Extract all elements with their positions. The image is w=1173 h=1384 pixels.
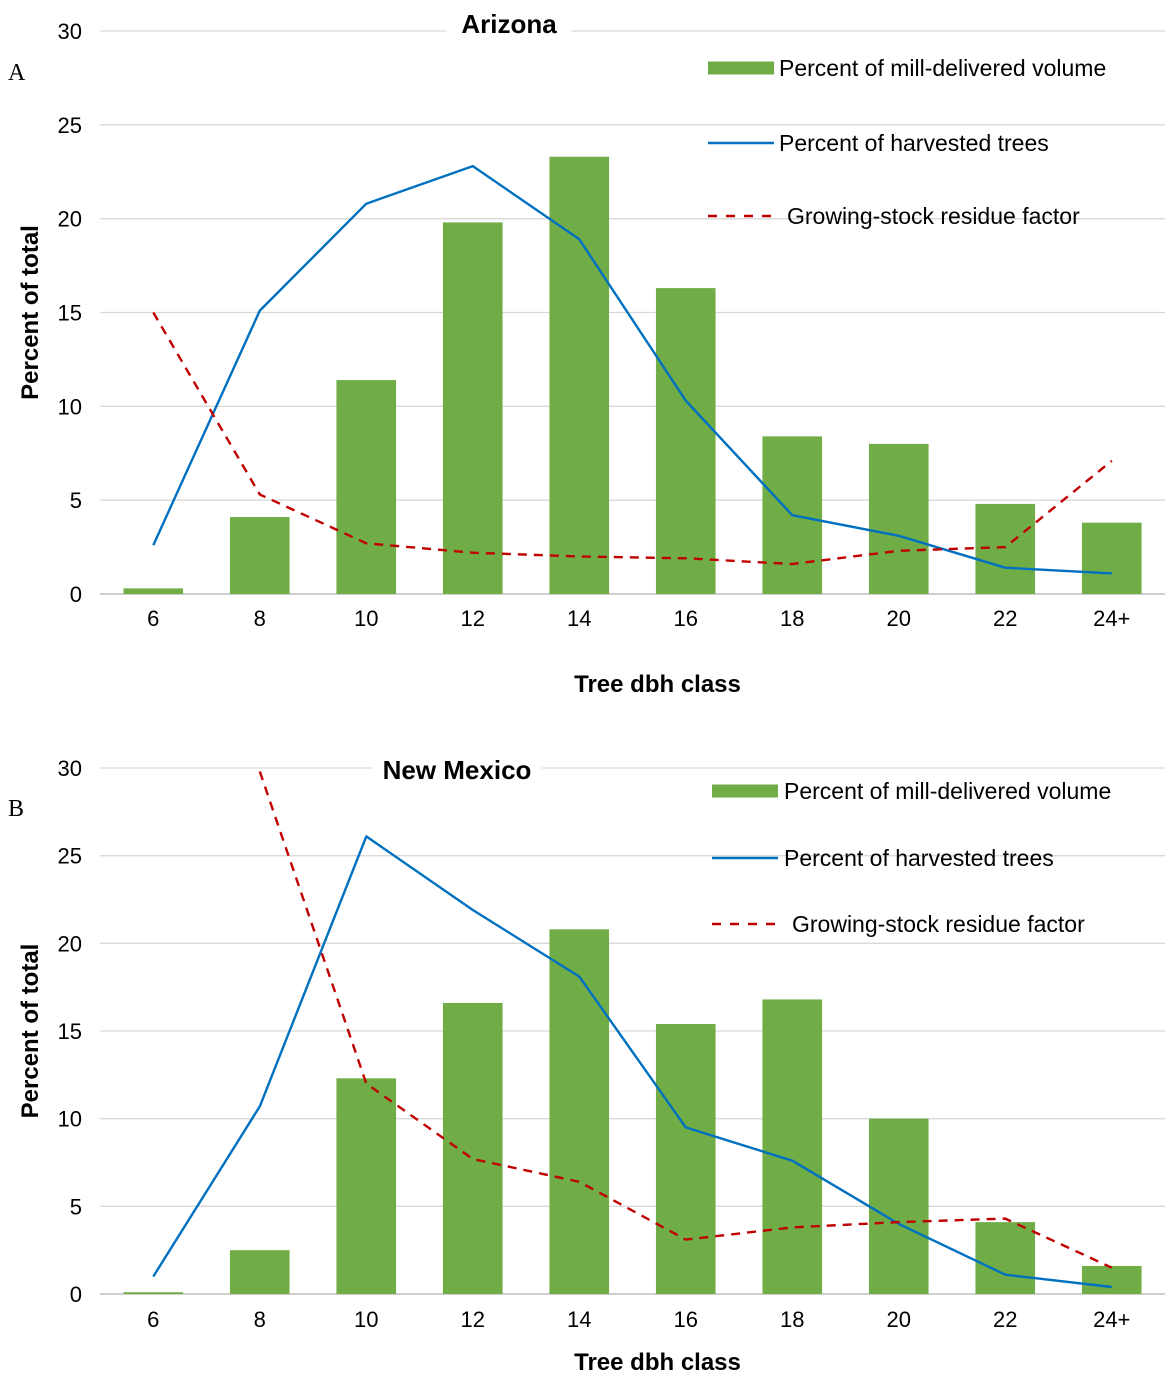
bar <box>868 1118 929 1294</box>
bar-series <box>123 929 1142 1294</box>
legend-label-volume: Percent of mill-delivered volume <box>784 778 1111 804</box>
y-tick-label: 20 <box>58 207 82 232</box>
bar <box>442 1002 503 1294</box>
panel-label: A <box>8 60 26 86</box>
chart-panel-arizona: 0 5 10 15 20 25 30 6 8 10 12 14 16 18 20 22 24+ Arizona… <box>8 7 1165 698</box>
bar <box>1081 1265 1142 1294</box>
y-tick-label: 5 <box>70 1194 82 1219</box>
bar <box>975 1222 1036 1294</box>
line-series <box>152 771 1113 1289</box>
y-tick-label: 25 <box>58 113 82 138</box>
bar <box>655 288 716 594</box>
line-series <box>152 164 1113 575</box>
y-tick-label: 15 <box>58 1019 82 1044</box>
x-tick-label: 18 <box>780 606 804 631</box>
x-tick-label: 24+ <box>1093 606 1130 631</box>
x-tick-label: 24+ <box>1093 1307 1130 1332</box>
y-tick-label: 30 <box>58 756 82 781</box>
y-axis-label: Percent of total <box>17 944 44 1119</box>
harvested-trees-line <box>152 164 1112 575</box>
chart-panel-new-mexico: 0 5 10 15 20 25 30 6 8 10 12 14 16 18 20 22 24+ New Mex… <box>8 753 1165 1376</box>
y-tick-label: 10 <box>58 394 82 419</box>
x-tick-label: 14 <box>567 606 591 631</box>
bar <box>442 222 503 595</box>
x-tick-label: 10 <box>354 1307 378 1332</box>
x-tick-label: 8 <box>254 1307 266 1332</box>
legend: Percent of mill-delivered volume Percent… <box>712 778 1111 937</box>
x-axis-label: Tree dbh class <box>574 1349 741 1376</box>
y-axis-ticks: 0 5 10 15 20 25 30 <box>58 756 82 1307</box>
y-tick-label: 0 <box>70 582 82 607</box>
legend-label-residue: Growing-stock residue factor <box>787 203 1080 229</box>
x-tick-label: 12 <box>461 606 485 631</box>
legend-swatch-volume <box>712 784 778 798</box>
y-tick-label: 30 <box>58 19 82 44</box>
bar <box>336 380 397 594</box>
y-tick-label: 10 <box>58 1107 82 1132</box>
x-axis-label: Tree dbh class <box>574 671 741 698</box>
y-axis-label: Percent of total <box>17 225 44 400</box>
legend-swatch-volume <box>708 61 774 75</box>
bar <box>229 1250 290 1294</box>
bar <box>1081 522 1142 594</box>
bar <box>336 1078 397 1294</box>
x-tick-label: 16 <box>674 606 698 631</box>
panel-label: B <box>8 796 24 822</box>
y-tick-label: 25 <box>58 844 82 869</box>
x-tick-label: 20 <box>887 1307 911 1332</box>
residue-factor-line <box>258 771 1113 1269</box>
x-axis-ticks: 6 8 10 12 14 16 18 20 22 24+ <box>147 1307 1130 1332</box>
x-tick-label: 20 <box>887 606 911 631</box>
y-tick-label: 20 <box>58 931 82 956</box>
y-tick-label: 15 <box>58 301 82 326</box>
bar <box>655 1023 716 1294</box>
x-axis-ticks: 6 8 10 12 14 16 18 20 22 24+ <box>147 606 1130 631</box>
bar-series <box>123 156 1142 595</box>
harvested-trees-line <box>152 835 1112 1289</box>
y-tick-label: 5 <box>70 488 82 513</box>
chart-title: Arizona <box>461 9 557 39</box>
gridlines <box>100 30 1165 595</box>
x-tick-label: 8 <box>254 606 266 631</box>
chart-title: New Mexico <box>383 755 532 785</box>
legend-label-trees: Percent of harvested trees <box>784 845 1054 871</box>
x-tick-label: 6 <box>147 1307 159 1332</box>
x-tick-label: 10 <box>354 606 378 631</box>
legend: Percent of mill-delivered volume Percent… <box>708 55 1106 229</box>
residue-factor-line <box>152 311 1113 566</box>
x-tick-label: 18 <box>780 1307 804 1332</box>
x-tick-label: 12 <box>461 1307 485 1332</box>
legend-label-trees: Percent of harvested trees <box>779 130 1049 156</box>
y-axis-ticks: 0 5 10 15 20 25 30 <box>58 19 82 607</box>
chart-title-background <box>446 7 572 41</box>
bar <box>549 929 610 1294</box>
y-tick-label: 0 <box>70 1282 82 1307</box>
x-tick-label: 22 <box>993 1307 1017 1332</box>
bar <box>123 588 184 594</box>
x-tick-label: 16 <box>674 1307 698 1332</box>
legend-label-volume: Percent of mill-delivered volume <box>779 55 1106 81</box>
bar <box>229 517 290 594</box>
x-tick-label: 14 <box>567 1307 591 1332</box>
bar <box>549 156 610 594</box>
bar <box>762 999 823 1294</box>
bar <box>123 1292 184 1294</box>
chart-title-background <box>372 753 542 787</box>
bar <box>868 443 929 594</box>
x-tick-label: 6 <box>147 606 159 631</box>
legend-label-residue: Growing-stock residue factor <box>792 911 1085 937</box>
x-tick-label: 22 <box>993 606 1017 631</box>
